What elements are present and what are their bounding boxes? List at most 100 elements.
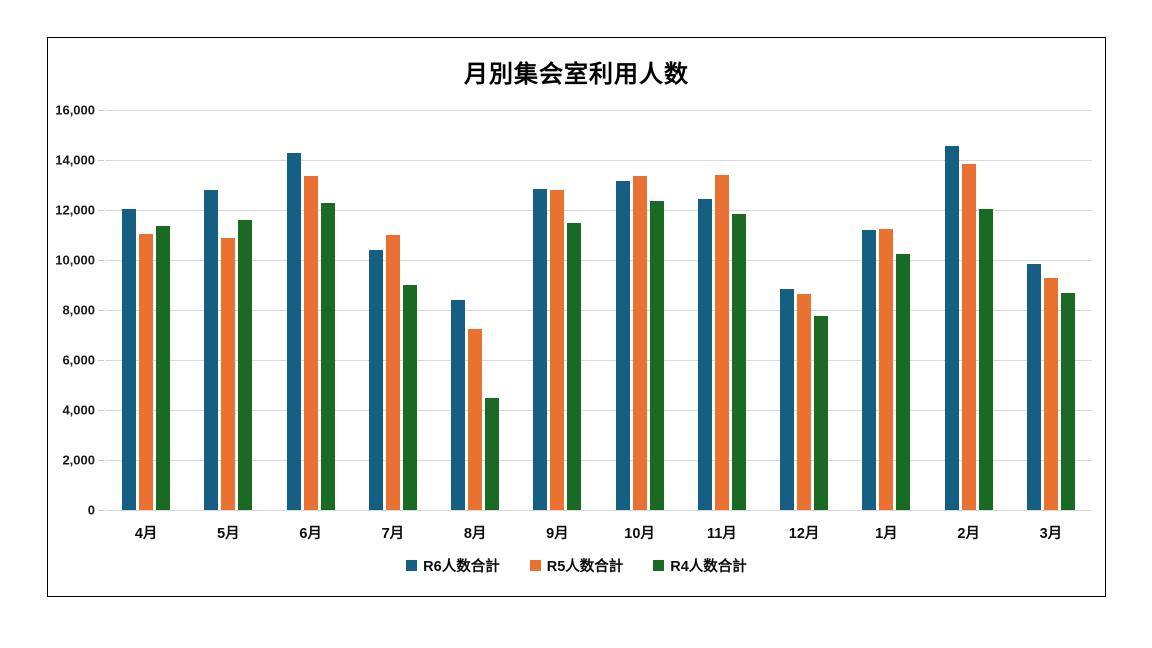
bar-R4人数合計-4月: [156, 226, 171, 510]
x-axis-label-3月: 3月: [1039, 526, 1063, 542]
y-axis-tick: [98, 210, 104, 211]
x-axis-label-1月: 1月: [875, 526, 898, 542]
bar-group-12月: [763, 110, 845, 510]
bar-group-11月: [681, 110, 763, 510]
gridline: [105, 260, 1092, 261]
legend-item-R4人数合計: R4人数合計: [653, 555, 747, 576]
y-axis-label: 2,000: [62, 452, 95, 468]
bar-R4人数合計-5月: [238, 220, 253, 510]
y-axis-label: 0: [87, 502, 95, 518]
legend-item-R6人数合計: R6人数合計: [406, 555, 500, 576]
bar-R5人数合計-5月: [221, 237, 236, 510]
x-axis-label-4月: 4月: [134, 526, 158, 542]
bar-R4人数合計-10月: [649, 201, 664, 510]
x-axis-label-11月: 11月: [706, 526, 737, 542]
x-axis-label-8月: 8月: [463, 526, 487, 542]
gridline: [105, 110, 1092, 111]
bar-R4人数合計-8月: [485, 397, 500, 510]
x-axis-label-2月: 2月: [957, 526, 980, 542]
bar-group-9月: [516, 110, 598, 510]
bar-R4人数合計-1月: [896, 253, 911, 510]
bar-R6人数合計-5月: [204, 190, 219, 510]
bar-R6人数合計-2月: [944, 146, 959, 510]
bar-R5人数合計-12月: [797, 293, 812, 510]
bar-group-2月: [928, 110, 1010, 510]
y-axis-tick: [98, 110, 104, 111]
bar-R6人数合計-6月: [286, 152, 301, 510]
legend-label: R6人数合計: [423, 559, 500, 575]
gridline: [105, 460, 1092, 461]
bar-group-10月: [599, 110, 681, 510]
gridline: [105, 360, 1092, 361]
x-axis-line: [105, 510, 1092, 511]
bar-R6人数合計-4月: [122, 208, 137, 510]
bar-R4人数合計-12月: [814, 316, 829, 510]
chart-title: 月別集会室利用人数: [464, 61, 689, 88]
legend-swatch-icon: [529, 560, 541, 571]
bar-R6人数合計-11月: [697, 198, 712, 510]
bar-R6人数合計-8月: [451, 300, 466, 510]
y-axis-tick: [98, 160, 104, 161]
bar-columns: [105, 110, 1092, 510]
y-axis-label: 12,000: [55, 202, 95, 218]
x-axis-label-7月: 7月: [381, 526, 405, 542]
legend-swatch-icon: [406, 560, 418, 571]
bar-group-1月: [845, 110, 927, 510]
bar-R4人数合計-7月: [402, 285, 417, 510]
x-axis-label-12月: 12月: [788, 526, 820, 542]
legend-swatch-icon: [653, 560, 665, 571]
bar-R5人数合計-1月: [879, 228, 894, 510]
gridline: [105, 210, 1092, 211]
y-axis-label: 4,000: [62, 402, 95, 418]
x-axis-label-9月: 9月: [546, 526, 569, 542]
x-axis-labels: 4月 5月 6月 7月 8月 9月 10月 11月 12月 1月 2月 3月: [105, 522, 1092, 543]
y-axis-tick: [98, 510, 104, 511]
y-axis-tick: [98, 410, 104, 411]
plot-area: 16,000 14,000 12,000 10,000 8,000 6,000 4,000 2…: [55, 103, 1092, 518]
gridline: [105, 160, 1092, 161]
gridline: [105, 310, 1092, 311]
y-axis-label: 10,000: [55, 252, 95, 268]
bar-R5人数合計-11月: [714, 175, 729, 510]
bar-R5人数合計-3月: [1043, 277, 1058, 510]
x-axis-label-5月: 5月: [217, 526, 240, 542]
y-axis-label: 14,000: [55, 152, 95, 168]
bar-R6人数合計-12月: [780, 288, 795, 510]
legend-item-R5人数合計: R5人数合計: [529, 555, 624, 576]
y-axis-tick: [98, 260, 104, 261]
y-axis-tick: [98, 460, 104, 461]
legend: R6人数合計 R5人数合計 R4人数合計: [48, 555, 1105, 576]
bar-R4人数合計-11月: [731, 213, 746, 510]
bar-group-4月: [105, 110, 187, 510]
legend-label: R4人数合計: [670, 559, 747, 575]
bar-R6人数合計-10月: [615, 181, 630, 510]
bar-R4人数合計-3月: [1060, 292, 1075, 510]
bar-R5人数合計-10月: [632, 176, 647, 510]
chart-frame: 月別集会室利用人数 16,000 14,000 12,000 10,000 8,000 6…: [47, 37, 1106, 597]
y-axis-tick: [98, 360, 104, 361]
bar-R5人数合計-6月: [303, 176, 318, 510]
bar-R5人数合計-9月: [550, 190, 565, 510]
bar-R6人数合計-1月: [862, 230, 877, 510]
bar-R4人数合計-6月: [320, 202, 335, 510]
bar-R5人数合計-8月: [468, 328, 483, 510]
y-axis-label: 8,000: [62, 302, 95, 318]
x-axis-label-10月: 10月: [624, 526, 655, 542]
bar-group-7月: [352, 110, 434, 510]
bar-R6人数合計-7月: [368, 250, 383, 510]
gridline: [105, 410, 1092, 411]
y-axis-label: 6,000: [62, 352, 95, 368]
bar-R4人数合計-9月: [567, 222, 582, 510]
bar-R6人数合計-3月: [1026, 263, 1041, 510]
bar-group-3月: [1010, 110, 1092, 510]
bar-R4人数合計-2月: [978, 208, 993, 510]
bar-group-6月: [270, 110, 352, 510]
bar-group-5月: [187, 110, 269, 510]
y-axis-label: 16,000: [55, 102, 95, 118]
bar-group-8月: [434, 110, 516, 510]
bar-R5人数合計-7月: [385, 235, 400, 510]
legend-label: R5人数合計: [546, 559, 624, 575]
bar-R6人数合計-9月: [533, 188, 548, 510]
bar-R5人数合計-2月: [961, 163, 976, 510]
